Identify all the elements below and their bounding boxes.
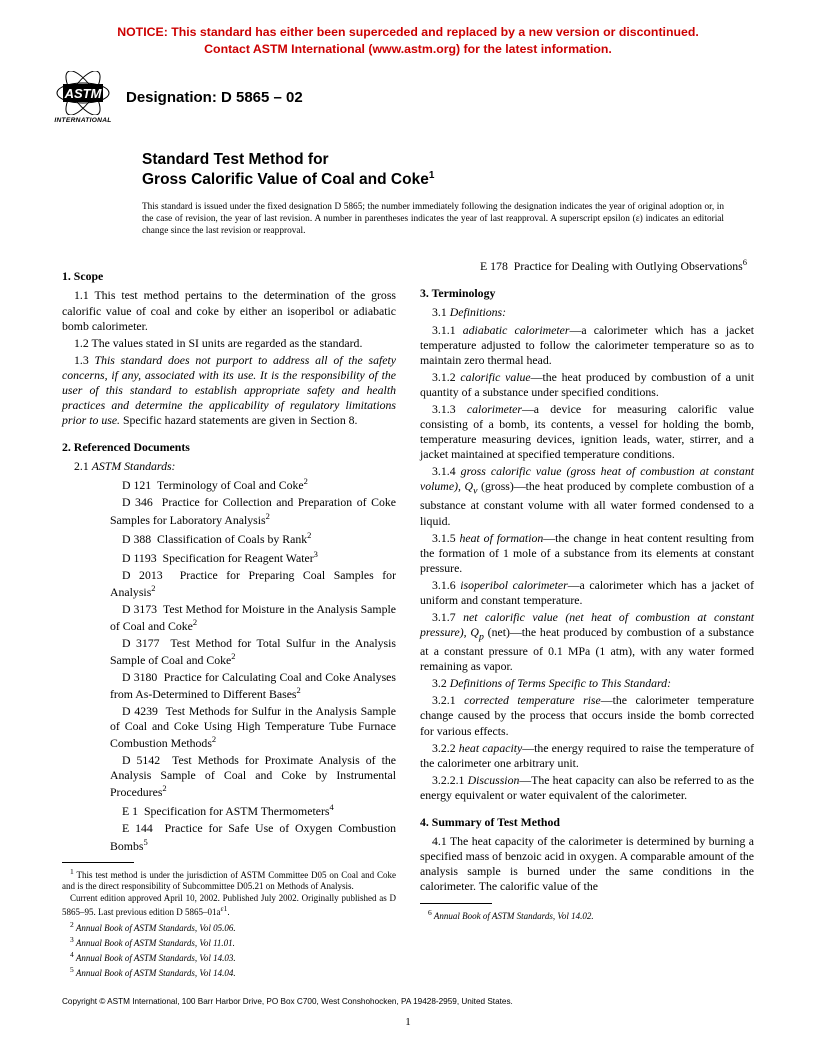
header-row: ASTM INTERNATIONAL Designation: D 5865 –…	[52, 71, 754, 124]
notice-line-2: Contact ASTM International (www.astm.org…	[204, 42, 612, 56]
s2-sub: 2.1 ASTM Standards:	[62, 459, 396, 474]
s3-p322: 3.2.2 heat capacity—the energy required …	[420, 741, 754, 771]
s4-p41: 4.1 The heat capacity of the calorimeter…	[420, 834, 754, 894]
ref-item: E 144 Practice for Safe Use of Oxygen Co…	[62, 821, 396, 853]
title-block: Standard Test Method for Gross Calorific…	[142, 150, 754, 189]
s3-p31: 3.1 Definitions:	[420, 305, 754, 320]
ref-item: D 388 Classification of Coals by Rank2	[62, 530, 396, 547]
footnotes-right: 6 Annual Book of ASTM Standards, Vol 14.…	[420, 908, 754, 922]
body-columns: 1. Scope 1.1 This test method pertains t…	[62, 257, 754, 980]
ref-item: E 1 Specification for ASTM Thermometers4	[62, 802, 396, 819]
svg-text:ASTM: ASTM	[64, 86, 103, 101]
issuance-note: This standard is issued under the fixed …	[142, 201, 724, 237]
s1-p13: 1.3 This standard does not purport to ad…	[62, 353, 396, 428]
ref-item: D 3180 Practice for Calculating Coal and…	[62, 670, 396, 702]
s3-p317: 3.1.7 net calorific value (net heat of c…	[420, 610, 754, 674]
copyright: Copyright © ASTM International, 100 Barr…	[62, 997, 513, 1006]
ref-item: D 1193 Specification for Reagent Water3	[62, 549, 396, 566]
footnote-rule-right	[420, 903, 492, 904]
ref-item: D 4239 Test Methods for Sulfur in the An…	[62, 704, 396, 751]
s2-head: 2. Referenced Documents	[62, 440, 396, 455]
s3-p314: 3.1.4 gross calorific value (gross heat …	[420, 464, 754, 528]
fn5: 5 Annual Book of ASTM Standards, Vol 14.…	[62, 965, 396, 979]
s3-p3221: 3.2.2.1 Discussion—The heat capacity can…	[420, 773, 754, 803]
s3-p315: 3.1.5 heat of formation—the change in he…	[420, 531, 754, 576]
s4-head: 4. Summary of Test Method	[420, 815, 754, 830]
astm-logo-svg: ASTM	[55, 71, 111, 115]
notice-banner: NOTICE: This standard has either been su…	[62, 24, 754, 57]
refs-list: D 121 Terminology of Coal and Coke2 D 346…	[62, 476, 396, 853]
s3-head: 3. Terminology	[420, 286, 754, 301]
footnotes-left: 1 This test method is under the jurisdic…	[62, 867, 396, 980]
notice-line-1: NOTICE: This standard has either been su…	[117, 25, 699, 39]
page-number: 1	[0, 1016, 816, 1028]
fn2: 2 Annual Book of ASTM Standards, Vol 05.…	[62, 920, 396, 934]
page: NOTICE: This standard has either been su…	[0, 0, 816, 1056]
ref-item: D 3173 Test Method for Moisture in the A…	[62, 602, 396, 634]
s3-p311: 3.1.1 adiabatic calorimeter—a calorimete…	[420, 323, 754, 368]
astm-logo: ASTM INTERNATIONAL	[52, 71, 114, 124]
ref-item: D 5142 Test Methods for Proximate Analys…	[62, 753, 396, 800]
s3-p321: 3.2.1 corrected temperature rise—the cal…	[420, 693, 754, 738]
s3-p32: 3.2 Definitions of Terms Specific to Thi…	[420, 676, 754, 691]
title-line-1: Standard Test Method for	[142, 150, 754, 169]
ref-e178: E 178 Practice for Dealing with Outlying…	[420, 257, 754, 274]
fn6: 6 Annual Book of ASTM Standards, Vol 14.…	[420, 908, 754, 922]
ref-item: D 3177 Test Method for Total Sulfur in t…	[62, 636, 396, 668]
fn1: 1 This test method is under the jurisdic…	[62, 867, 396, 893]
title-text: Gross Calorific Value of Coal and Coke	[142, 171, 429, 188]
fn1b: Current edition approved April 10, 2002.…	[62, 893, 396, 919]
footnote-rule-left	[62, 862, 134, 863]
s3-p312: 3.1.2 calorific value—the heat produced …	[420, 370, 754, 400]
logo-label: INTERNATIONAL	[52, 117, 114, 124]
title-super: 1	[429, 170, 435, 181]
s3-p316: 3.1.6 isoperibol calorimeter—a calorimet…	[420, 578, 754, 608]
ref-item: D 346 Practice for Collection and Prepar…	[62, 495, 396, 527]
ref-item: D 121 Terminology of Coal and Coke2	[62, 476, 396, 493]
fn3: 3 Annual Book of ASTM Standards, Vol 11.…	[62, 935, 396, 949]
s1-p12: 1.2 The values stated in SI units are re…	[62, 336, 396, 351]
fn4: 4 Annual Book of ASTM Standards, Vol 14.…	[62, 950, 396, 964]
title-line-2: Gross Calorific Value of Coal and Coke1	[142, 170, 754, 190]
s3-p313: 3.1.3 calorimeter—a device for measuring…	[420, 402, 754, 462]
s1-p11: 1.1 This test method pertains to the det…	[62, 288, 396, 333]
s1-head: 1. Scope	[62, 269, 396, 284]
ref-item: D 2013 Practice for Preparing Coal Sampl…	[62, 568, 396, 600]
designation: Designation: D 5865 – 02	[126, 89, 303, 106]
